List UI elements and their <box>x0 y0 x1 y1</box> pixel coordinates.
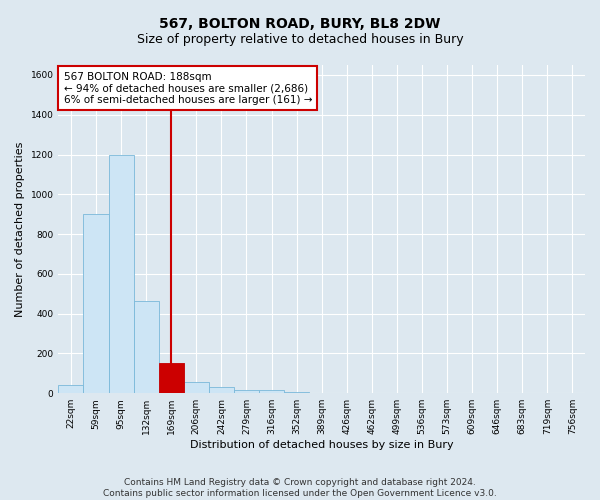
Bar <box>259 390 284 393</box>
Bar <box>159 364 184 393</box>
Bar <box>83 214 109 393</box>
Text: 567, BOLTON ROAD, BURY, BL8 2DW: 567, BOLTON ROAD, BURY, BL8 2DW <box>160 18 440 32</box>
Bar <box>184 382 209 393</box>
Bar <box>109 154 134 393</box>
Bar <box>284 392 309 393</box>
Text: Contains HM Land Registry data © Crown copyright and database right 2024.
Contai: Contains HM Land Registry data © Crown c… <box>103 478 497 498</box>
Text: Size of property relative to detached houses in Bury: Size of property relative to detached ho… <box>137 32 463 46</box>
X-axis label: Distribution of detached houses by size in Bury: Distribution of detached houses by size … <box>190 440 454 450</box>
Bar <box>134 300 159 393</box>
Bar <box>234 390 259 393</box>
Text: 567 BOLTON ROAD: 188sqm
← 94% of detached houses are smaller (2,686)
6% of semi-: 567 BOLTON ROAD: 188sqm ← 94% of detache… <box>64 72 312 105</box>
Bar <box>209 387 234 393</box>
Y-axis label: Number of detached properties: Number of detached properties <box>15 142 25 317</box>
Bar <box>159 364 184 393</box>
Bar <box>58 386 83 393</box>
